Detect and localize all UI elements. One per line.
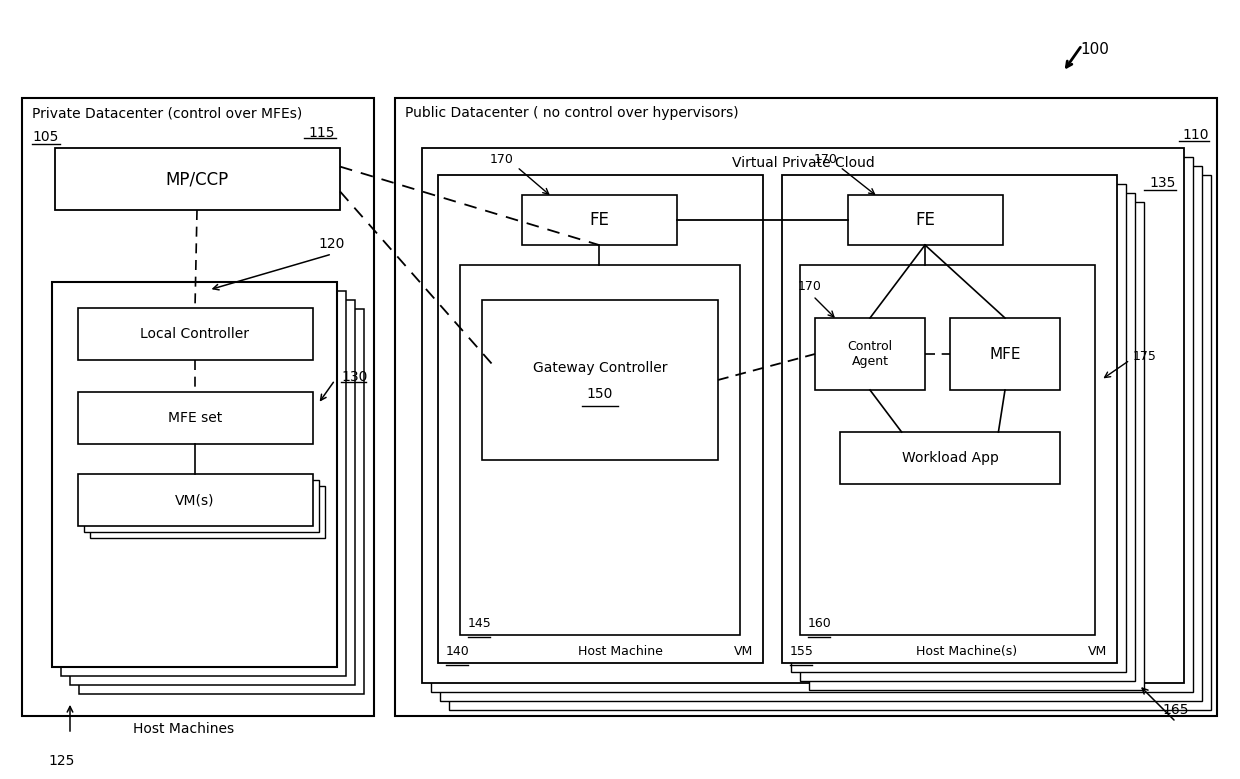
Text: VM: VM xyxy=(734,645,753,658)
Bar xyxy=(782,175,1117,663)
Text: 170: 170 xyxy=(490,153,513,166)
Text: 155: 155 xyxy=(790,645,813,658)
Bar xyxy=(848,195,1003,245)
Text: Workload App: Workload App xyxy=(901,451,998,465)
Text: MFE set: MFE set xyxy=(167,411,222,425)
Bar xyxy=(78,308,312,360)
Text: Public Datacenter ( no control over hypervisors): Public Datacenter ( no control over hype… xyxy=(405,106,739,120)
Text: Host Machine: Host Machine xyxy=(578,645,662,658)
Text: Local Controller: Local Controller xyxy=(140,327,249,341)
Text: 150: 150 xyxy=(587,387,614,401)
Bar xyxy=(808,202,1145,690)
Text: 170: 170 xyxy=(799,280,822,293)
Bar xyxy=(91,486,325,538)
Bar xyxy=(482,300,718,460)
Text: 115: 115 xyxy=(309,126,335,140)
Text: 120: 120 xyxy=(319,237,345,251)
Text: FE: FE xyxy=(915,211,935,229)
Bar xyxy=(950,318,1060,390)
Text: MP/CCP: MP/CCP xyxy=(165,170,228,188)
Text: 105: 105 xyxy=(32,130,58,144)
Text: FE: FE xyxy=(589,211,609,229)
Text: 100: 100 xyxy=(1080,42,1109,57)
Text: 130: 130 xyxy=(341,370,367,384)
Bar xyxy=(396,98,1216,716)
Text: Private Datacenter (control over MFEs): Private Datacenter (control over MFEs) xyxy=(32,106,303,120)
Bar xyxy=(79,309,365,694)
Bar xyxy=(432,157,1193,692)
Text: Gateway Controller: Gateway Controller xyxy=(533,361,667,375)
Bar xyxy=(438,175,763,663)
Bar xyxy=(422,148,1184,683)
Bar xyxy=(440,166,1202,701)
Text: VM(s): VM(s) xyxy=(175,493,215,507)
Text: Host Machine(s): Host Machine(s) xyxy=(916,645,1018,658)
Text: Host Machines: Host Machines xyxy=(134,722,234,736)
Bar xyxy=(800,265,1095,635)
Text: 125: 125 xyxy=(48,754,76,768)
Bar xyxy=(800,193,1135,681)
Bar xyxy=(815,318,925,390)
Bar xyxy=(78,392,312,444)
Text: 135: 135 xyxy=(1149,176,1176,190)
Bar xyxy=(22,98,374,716)
Text: 145: 145 xyxy=(467,617,492,630)
Text: 140: 140 xyxy=(446,645,470,658)
Bar xyxy=(460,265,740,635)
Text: Control
Agent: Control Agent xyxy=(847,340,893,368)
Text: 170: 170 xyxy=(815,153,838,166)
Bar xyxy=(52,282,337,667)
Bar xyxy=(61,291,346,676)
Text: 175: 175 xyxy=(1133,350,1157,363)
Bar xyxy=(522,195,677,245)
Text: 110: 110 xyxy=(1183,128,1209,142)
Bar xyxy=(84,480,319,532)
Bar xyxy=(449,175,1211,710)
Text: MFE: MFE xyxy=(990,347,1021,361)
Text: 160: 160 xyxy=(808,617,832,630)
Bar xyxy=(69,300,355,685)
Bar xyxy=(839,432,1060,484)
Text: VM: VM xyxy=(1087,645,1107,658)
Bar xyxy=(55,148,340,210)
Bar xyxy=(791,184,1126,672)
Text: 165: 165 xyxy=(1163,703,1189,717)
Bar xyxy=(78,474,312,526)
Text: Virtual Private Cloud: Virtual Private Cloud xyxy=(732,156,874,170)
